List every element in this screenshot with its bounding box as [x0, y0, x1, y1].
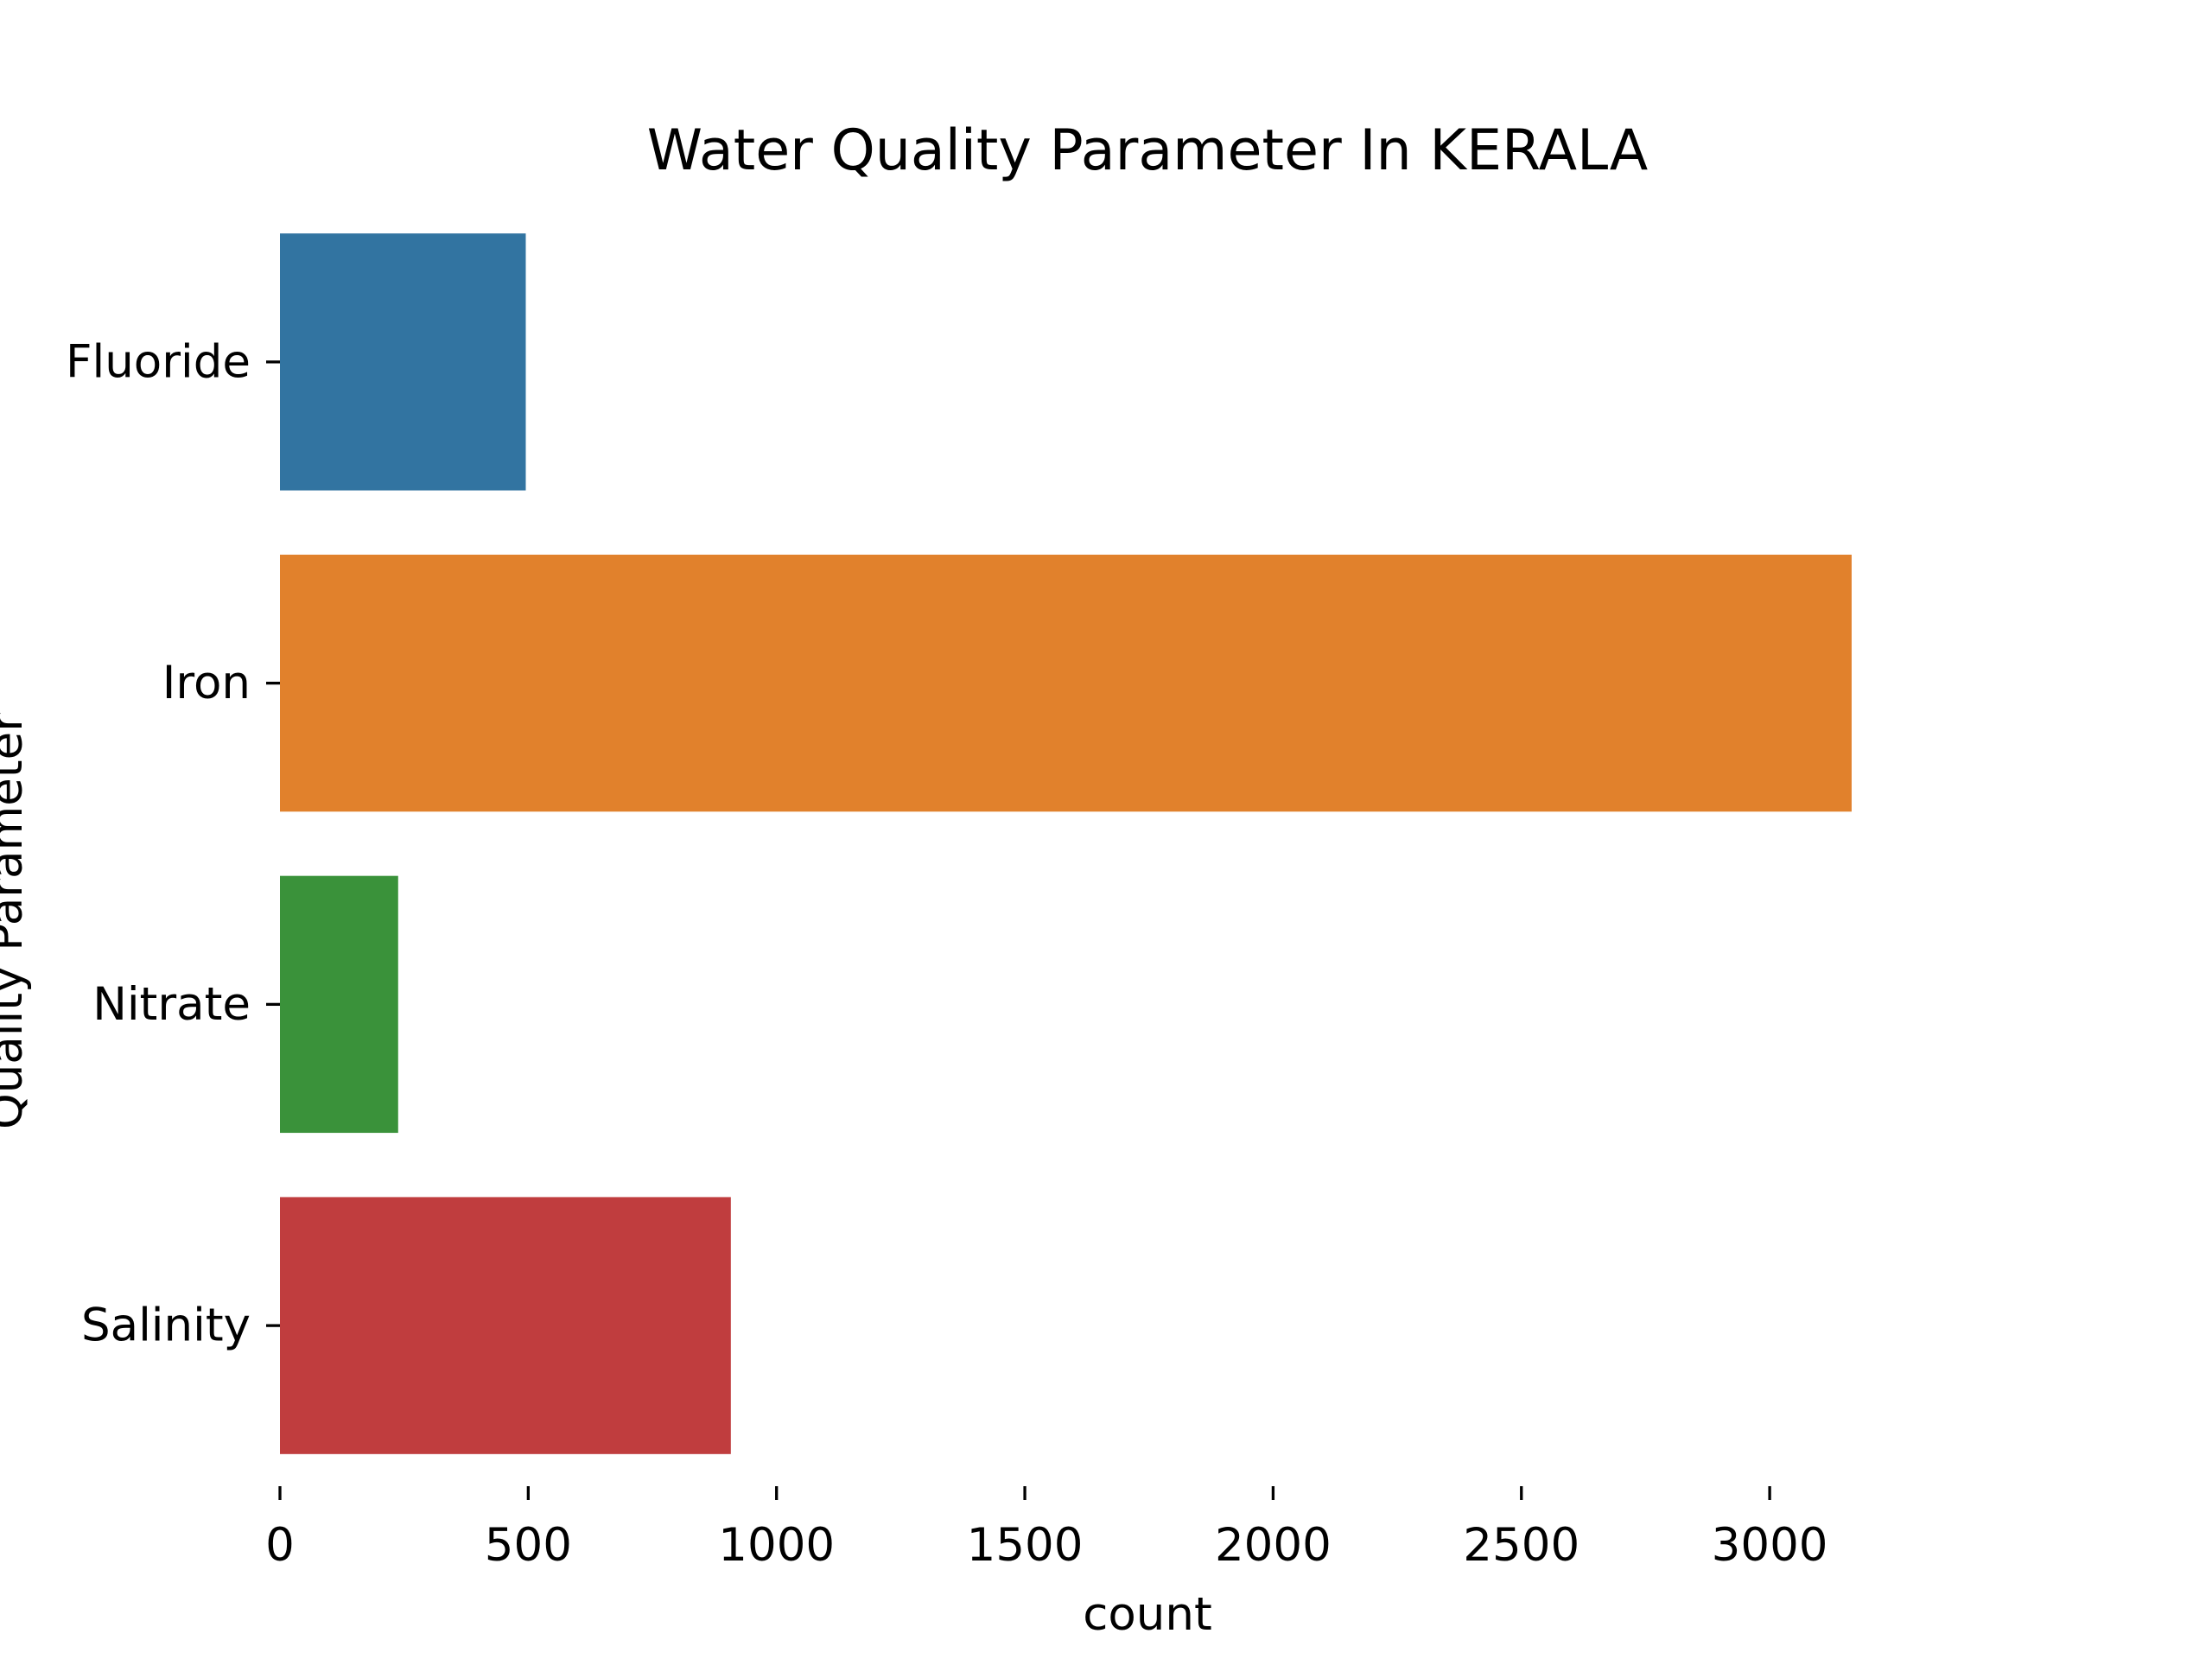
x-tick-label-2000: 2000 [1215, 1519, 1332, 1572]
y-tick-label-nitrate: Nitrate [92, 978, 251, 1031]
y-tick-label-salinity: Salinity [81, 1300, 251, 1352]
y-tick-label-fluoride: Fluoride [66, 335, 251, 388]
x-tick-label-3000: 3000 [1712, 1519, 1828, 1572]
x-tick-label-1000: 1000 [718, 1519, 835, 1572]
bar-group [280, 233, 1852, 1454]
bar-salinity [280, 1197, 731, 1454]
x-axis-ticks: 0 500 1000 1500 2000 2500 3000 [265, 1486, 1828, 1572]
y-axis-label: Quality Parameter [0, 713, 33, 1129]
bar-iron [280, 554, 1852, 812]
bar-nitrate [280, 875, 398, 1134]
y-axis-ticks: Fluoride Iron Nitrate Salinity [66, 335, 280, 1352]
x-tick-label-0: 0 [265, 1519, 295, 1572]
x-tick-label-1500: 1500 [967, 1519, 1084, 1572]
y-tick-label-iron: Iron [162, 657, 251, 709]
chart-title: Water Quality Parameter In KERALA [647, 118, 1648, 183]
x-tick-label-2500: 2500 [1463, 1519, 1580, 1572]
x-axis-label: count [1083, 1588, 1212, 1641]
x-tick-label-500: 500 [485, 1519, 572, 1572]
bar-fluoride [280, 233, 526, 491]
